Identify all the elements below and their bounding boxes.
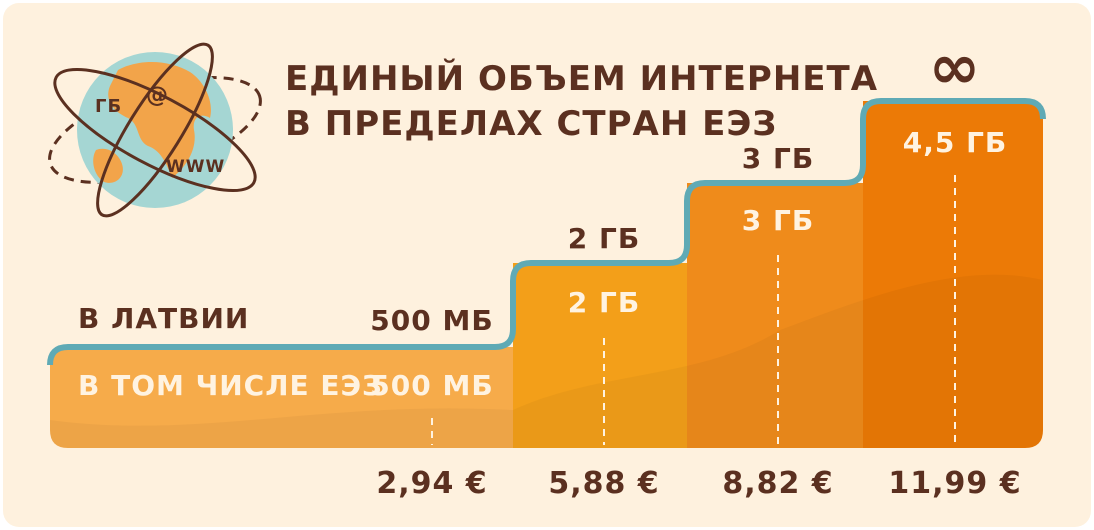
globe-icon: ГБ @ WWW (48, 42, 262, 218)
chart-label-eea-3: 3 ГБ (742, 204, 814, 237)
row-label-latvia: В ЛАТВИИ (78, 302, 249, 335)
chart-steps (50, 101, 1043, 448)
globe-land (108, 61, 211, 178)
chart-label-eea-1: 500 МБ (370, 369, 493, 402)
title-line-1: ЕДИНЫЙ ОБЪЕМ ИНТЕРНЕТА (285, 58, 878, 99)
chart-step-1 (50, 347, 513, 448)
chart-step-3 (687, 183, 863, 448)
title-line-2: В ПРЕДЕЛАХ СТРАН ЕЭЗ (285, 104, 777, 144)
chart-outline (47, 98, 1046, 366)
chart-price-3: 8,82 € (722, 466, 833, 501)
chart-label-latvia-2: 2 ГБ (568, 222, 640, 255)
globe-www-label: WWW (166, 157, 225, 177)
chart-step-2 (513, 263, 687, 448)
globe-orbit-front (53, 67, 257, 193)
chart-label-latvia-3: 3 ГБ (742, 142, 814, 175)
chart-value-labels: 500 МБ 500 МБ 2,94 € 2 ГБ 2 ГБ 5,88 € 3 ГБ 3 ГБ… (370, 30, 1021, 501)
chart-price-1: 2,94 € (376, 466, 487, 501)
chart-label-eea-4: 4,5 ГБ (903, 126, 1008, 159)
globe-gb-label: ГБ (95, 96, 122, 117)
globe-orbit-steep (96, 42, 214, 218)
chart-price-2: 5,88 € (548, 466, 659, 501)
chart-label-latvia-1: 500 МБ (370, 304, 493, 337)
chart-dividers (431, 175, 956, 445)
row-label-eea: В ТОМ ЧИСЛЕ ЕЭЗ (78, 369, 383, 402)
chart-price-4: 11,99 € (888, 466, 1021, 501)
chart-step-4 (863, 101, 1043, 448)
chart-label-eea-2: 2 ГБ (568, 286, 640, 319)
chart-label-latvia-infinity: ∞ (929, 30, 982, 103)
globe-at-label: @ (146, 83, 169, 108)
